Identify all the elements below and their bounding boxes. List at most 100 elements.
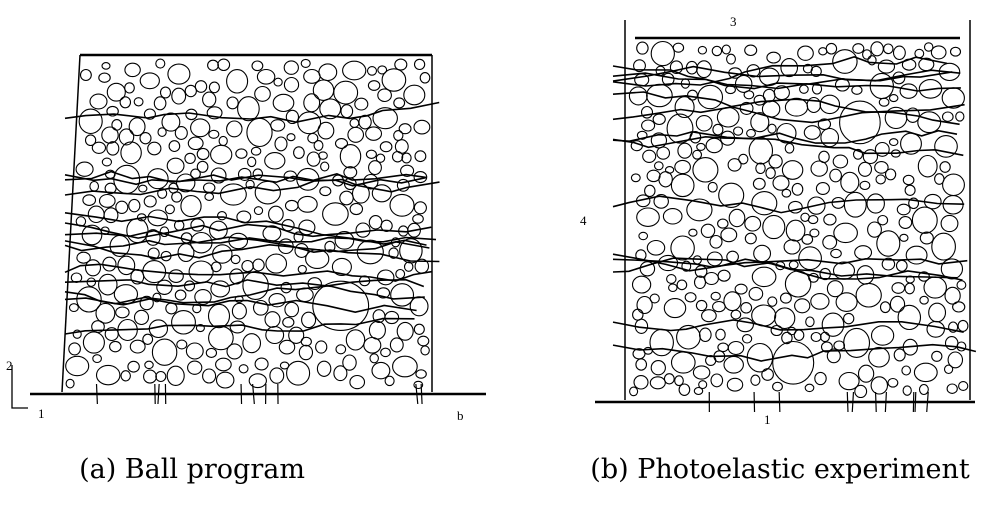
grain	[931, 46, 946, 59]
grain	[287, 134, 295, 141]
grain	[211, 262, 221, 272]
grain	[878, 60, 894, 73]
grain	[410, 297, 428, 316]
grain	[650, 294, 659, 303]
grain	[88, 206, 104, 222]
grain	[284, 78, 298, 92]
grain	[815, 372, 826, 384]
grain	[134, 98, 143, 106]
grain	[932, 351, 942, 361]
grain	[905, 185, 915, 195]
grain	[66, 379, 74, 388]
panel-mark: 3	[730, 14, 737, 29]
grain	[822, 313, 844, 336]
grain	[355, 98, 368, 110]
grain	[219, 136, 227, 145]
edge-tick	[97, 384, 98, 404]
grain	[782, 189, 791, 197]
grain	[888, 379, 898, 388]
grain	[663, 209, 682, 224]
grain	[343, 61, 366, 80]
grain	[637, 208, 660, 226]
grain	[243, 334, 261, 353]
grain	[227, 344, 242, 359]
grain	[209, 82, 219, 93]
grain	[390, 338, 403, 352]
grain	[685, 293, 696, 302]
grain	[712, 46, 721, 55]
grain	[319, 64, 337, 81]
grain	[316, 341, 327, 353]
grain	[890, 139, 898, 146]
grain	[110, 341, 121, 351]
grain	[356, 223, 370, 237]
force-chain	[65, 231, 436, 243]
page: 2 1 b 3 4 1 (a) Ball program (b) Photoel…	[0, 0, 992, 514]
grain	[242, 261, 253, 272]
grain	[167, 366, 184, 385]
grain	[298, 112, 321, 134]
grain	[819, 151, 829, 162]
grain	[127, 219, 148, 243]
grain	[867, 194, 884, 213]
grain	[393, 152, 403, 162]
grain	[381, 348, 391, 356]
grain	[647, 170, 660, 181]
grain	[869, 347, 890, 367]
grain	[751, 375, 760, 385]
grain	[724, 292, 741, 311]
grain	[879, 98, 889, 106]
grain	[273, 94, 294, 111]
grain	[876, 175, 885, 184]
grain	[313, 80, 333, 100]
grain	[781, 293, 792, 303]
grain	[69, 343, 81, 355]
grain	[368, 81, 379, 91]
grain	[816, 183, 829, 195]
grain	[369, 321, 385, 339]
grain	[811, 333, 821, 342]
grain	[318, 122, 334, 139]
grain	[631, 174, 640, 182]
grain	[716, 329, 725, 340]
grain	[302, 312, 316, 327]
grain	[666, 167, 674, 174]
grain	[894, 46, 906, 59]
grain	[416, 370, 426, 378]
grain	[211, 145, 232, 164]
grain	[810, 229, 819, 237]
grain	[805, 384, 814, 391]
grain	[935, 174, 944, 185]
grain	[734, 127, 743, 135]
grain	[97, 365, 120, 384]
grain	[768, 124, 776, 133]
grain	[767, 52, 780, 63]
grain	[294, 147, 305, 159]
grain	[701, 224, 714, 237]
grain	[957, 281, 966, 290]
grain	[959, 382, 968, 391]
grain	[172, 311, 196, 334]
grain	[903, 386, 911, 395]
grain	[634, 376, 648, 389]
grain	[206, 348, 216, 357]
grain	[951, 47, 961, 56]
grain	[932, 233, 956, 260]
grain	[902, 366, 911, 375]
grain	[675, 160, 691, 173]
grain	[773, 342, 814, 385]
grain	[397, 322, 413, 340]
grain	[927, 321, 944, 337]
grain	[859, 162, 872, 176]
grain	[255, 358, 268, 370]
force-chain	[613, 345, 976, 361]
grain	[364, 338, 381, 354]
grain	[946, 337, 958, 350]
grain	[890, 95, 898, 102]
grain	[824, 214, 836, 225]
grain	[749, 287, 763, 300]
grain	[129, 199, 140, 211]
grain	[900, 234, 908, 241]
grain	[914, 363, 937, 381]
edge-tick	[241, 384, 242, 404]
